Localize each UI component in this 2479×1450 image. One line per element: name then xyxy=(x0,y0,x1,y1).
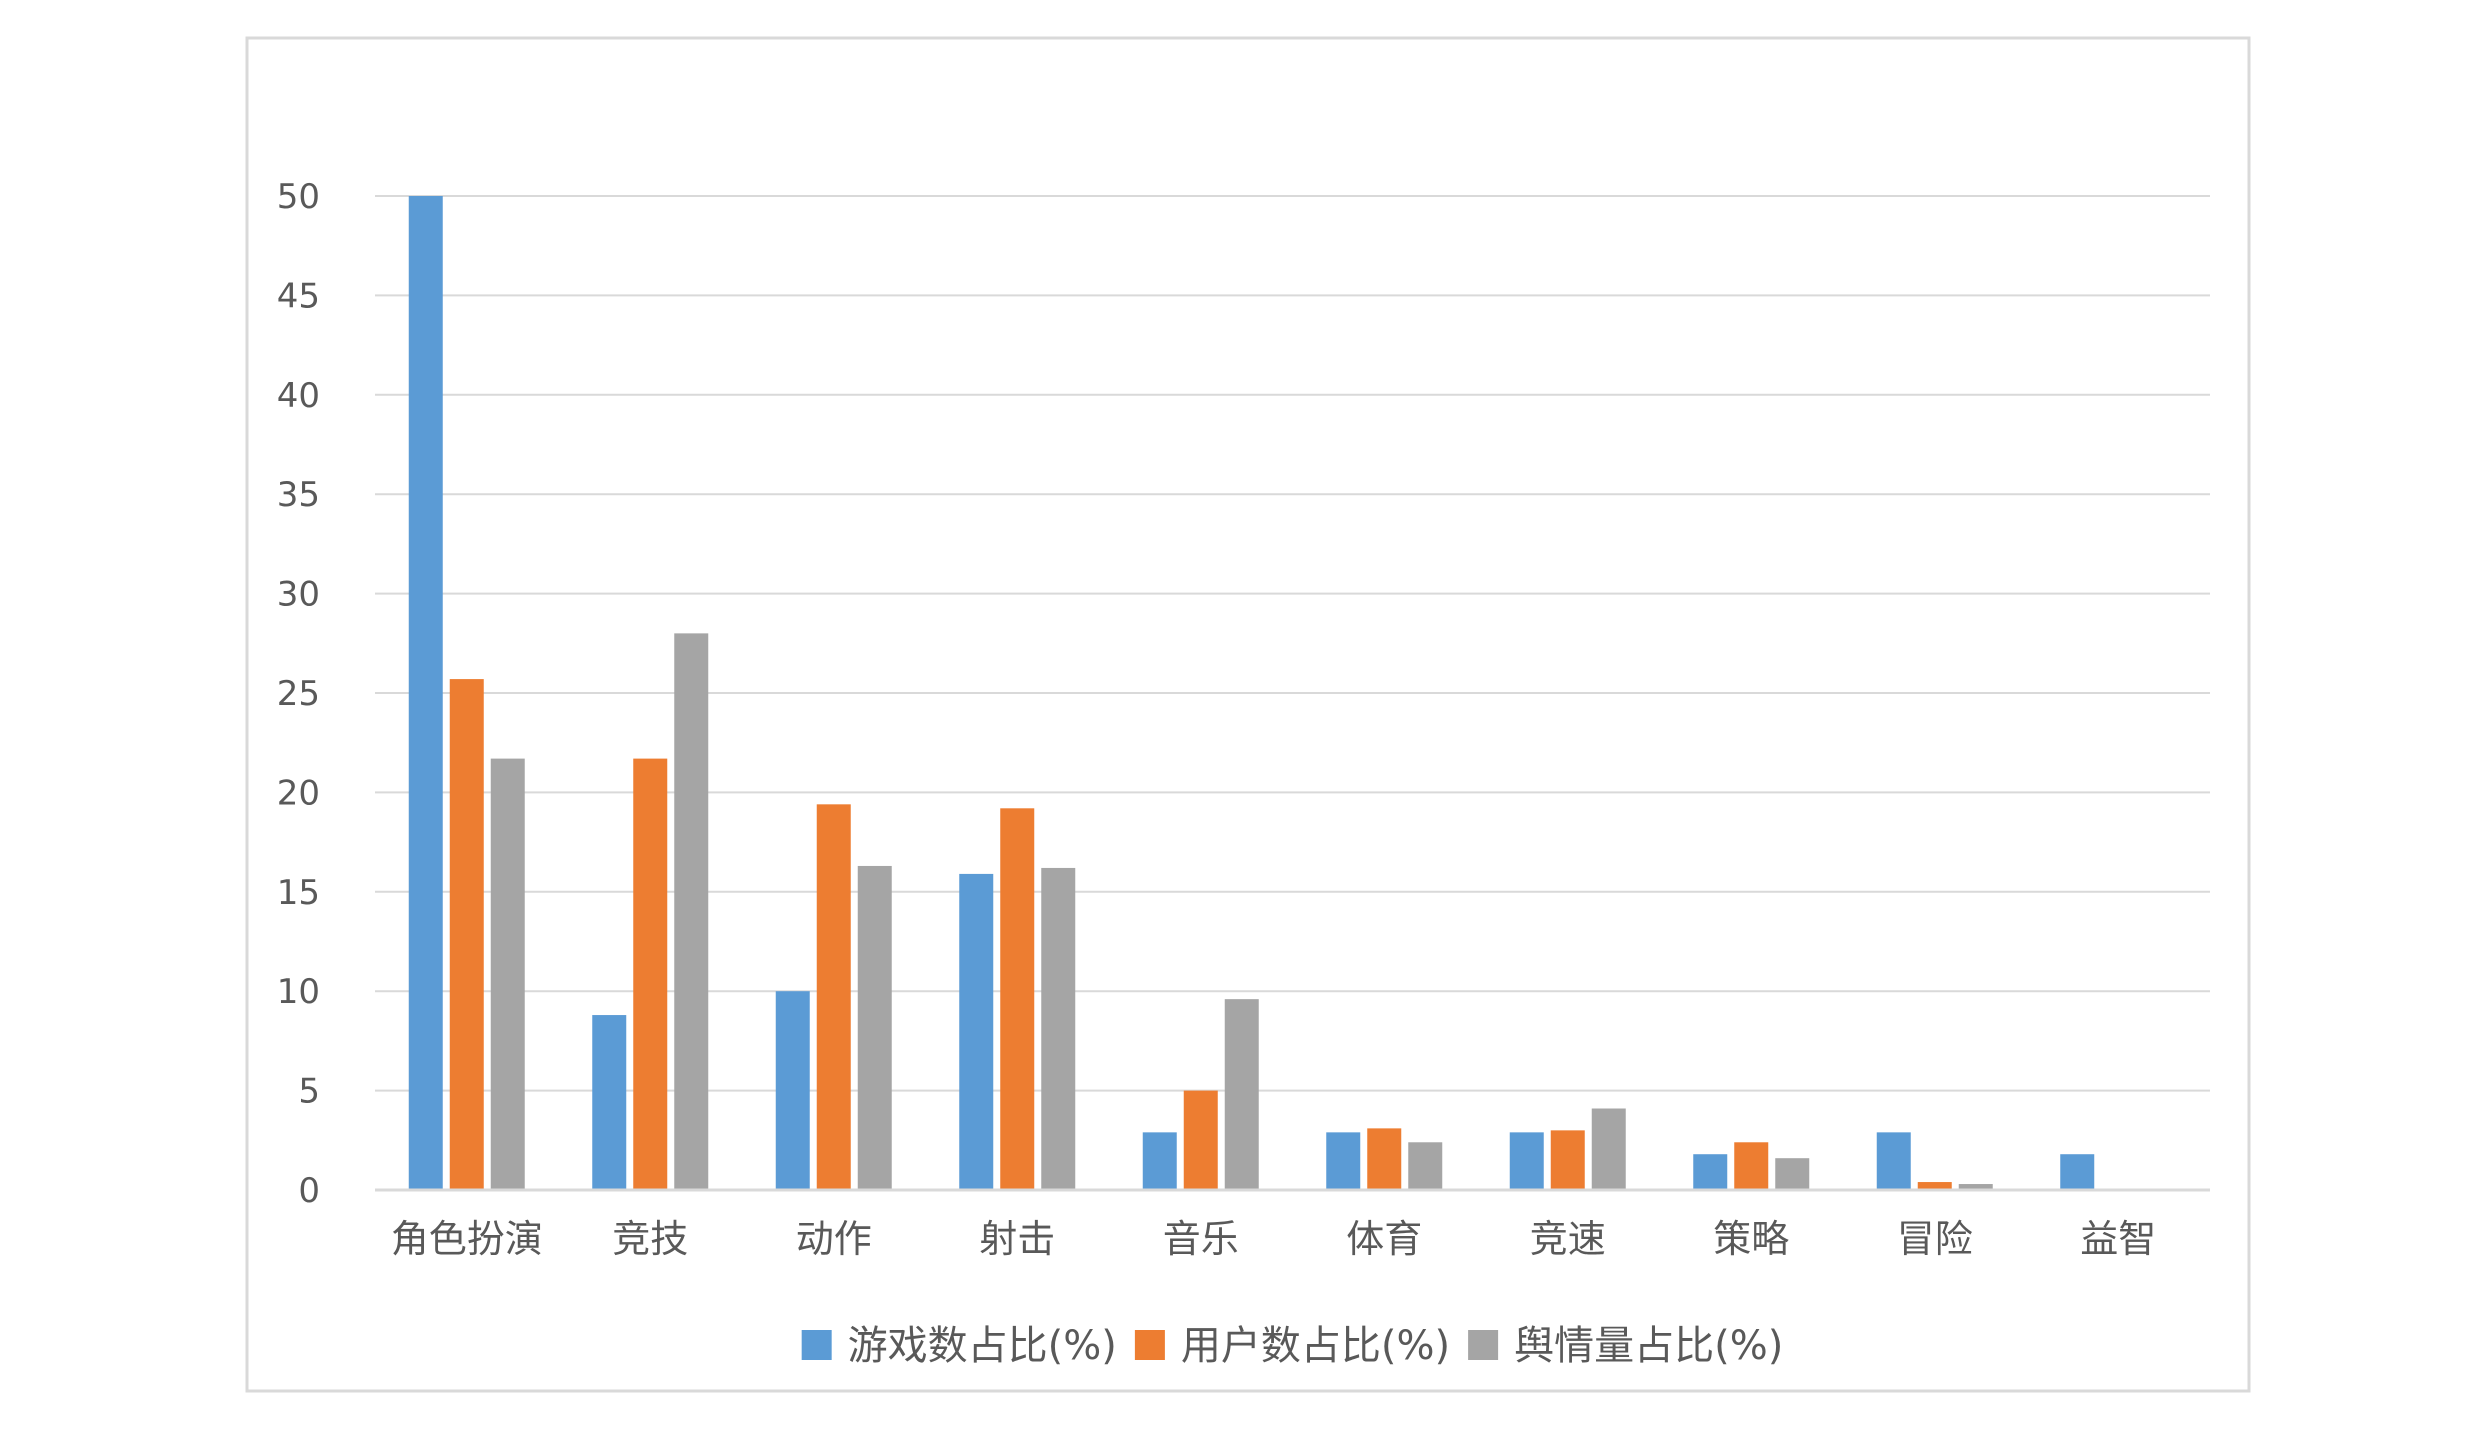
x-axis-categories: 角色扮演 竞技 动作 射击 音乐 体育 竞速 策略 冒险 益智 xyxy=(391,1217,2157,1261)
y-axis-ticks: 0 5 10 15 20 25 30 35 40 45 50 xyxy=(277,177,320,1211)
x-category-label: 角色扮演 xyxy=(391,1217,543,1261)
bar xyxy=(1142,1132,1177,1190)
bar xyxy=(816,804,851,1190)
bar xyxy=(1408,1142,1443,1190)
legend-swatch xyxy=(1134,1330,1165,1360)
legend-label: 用户数占比(%) xyxy=(1181,1323,1450,1369)
bar xyxy=(1041,867,1076,1190)
bar xyxy=(1917,1182,1952,1190)
bar xyxy=(592,1015,627,1190)
bar xyxy=(449,679,484,1190)
x-category-label: 策略 xyxy=(1713,1217,1789,1261)
y-tick-label: 50 xyxy=(277,177,320,217)
legend-item: 游戏数占比(%) xyxy=(801,1323,1117,1369)
x-category-label: 益智 xyxy=(2080,1217,2156,1261)
bar xyxy=(1958,1184,1993,1190)
y-tick-label: 15 xyxy=(277,873,320,913)
bar xyxy=(1183,1090,1218,1190)
bar xyxy=(674,633,709,1190)
bar xyxy=(1550,1130,1585,1190)
x-category-label: 竞速 xyxy=(1530,1217,1606,1261)
bar xyxy=(490,758,525,1190)
bar xyxy=(1509,1132,1544,1190)
y-tick-label: 5 xyxy=(298,1072,320,1112)
bar xyxy=(1326,1132,1361,1190)
bars xyxy=(408,196,2095,1190)
bar xyxy=(1876,1132,1911,1190)
y-tick-label: 0 xyxy=(298,1171,320,1211)
x-category-label: 体育 xyxy=(1346,1217,1422,1261)
y-tick-label: 35 xyxy=(277,475,320,515)
x-category-label: 动作 xyxy=(796,1217,872,1261)
legend-label: 游戏数占比(%) xyxy=(848,1323,1117,1369)
legend: 游戏数占比(%) 用户数占比(%) 舆情量占比(%) xyxy=(801,1323,1783,1369)
y-tick-label: 25 xyxy=(277,674,320,714)
bar xyxy=(1367,1128,1402,1190)
x-category-label: 竞技 xyxy=(612,1217,688,1261)
y-tick-label: 40 xyxy=(277,376,320,416)
bar xyxy=(959,873,994,1190)
legend-swatch xyxy=(801,1330,832,1360)
x-category-label: 射击 xyxy=(979,1217,1055,1261)
y-tick-label: 30 xyxy=(277,575,320,615)
legend-item: 舆情量占比(%) xyxy=(1468,1323,1783,1369)
legend-item: 用户数占比(%) xyxy=(1134,1323,1450,1369)
bar xyxy=(1224,999,1259,1190)
y-tick-label: 20 xyxy=(277,773,320,813)
bar xyxy=(408,196,443,1190)
bar xyxy=(775,991,810,1190)
bar xyxy=(1734,1142,1769,1190)
y-tick-label: 10 xyxy=(277,972,320,1012)
bar xyxy=(1000,808,1035,1190)
bar xyxy=(1775,1158,1810,1190)
bar xyxy=(633,758,668,1190)
bar xyxy=(1693,1154,1728,1190)
x-category-label: 冒险 xyxy=(1897,1217,1973,1261)
y-tick-label: 45 xyxy=(277,276,320,316)
legend-label: 舆情量占比(%) xyxy=(1514,1323,1783,1369)
bar xyxy=(857,865,892,1190)
legend-swatch xyxy=(1468,1330,1499,1360)
x-category-label: 音乐 xyxy=(1163,1217,1239,1261)
bar xyxy=(1591,1108,1626,1190)
bar xyxy=(2060,1154,2095,1190)
